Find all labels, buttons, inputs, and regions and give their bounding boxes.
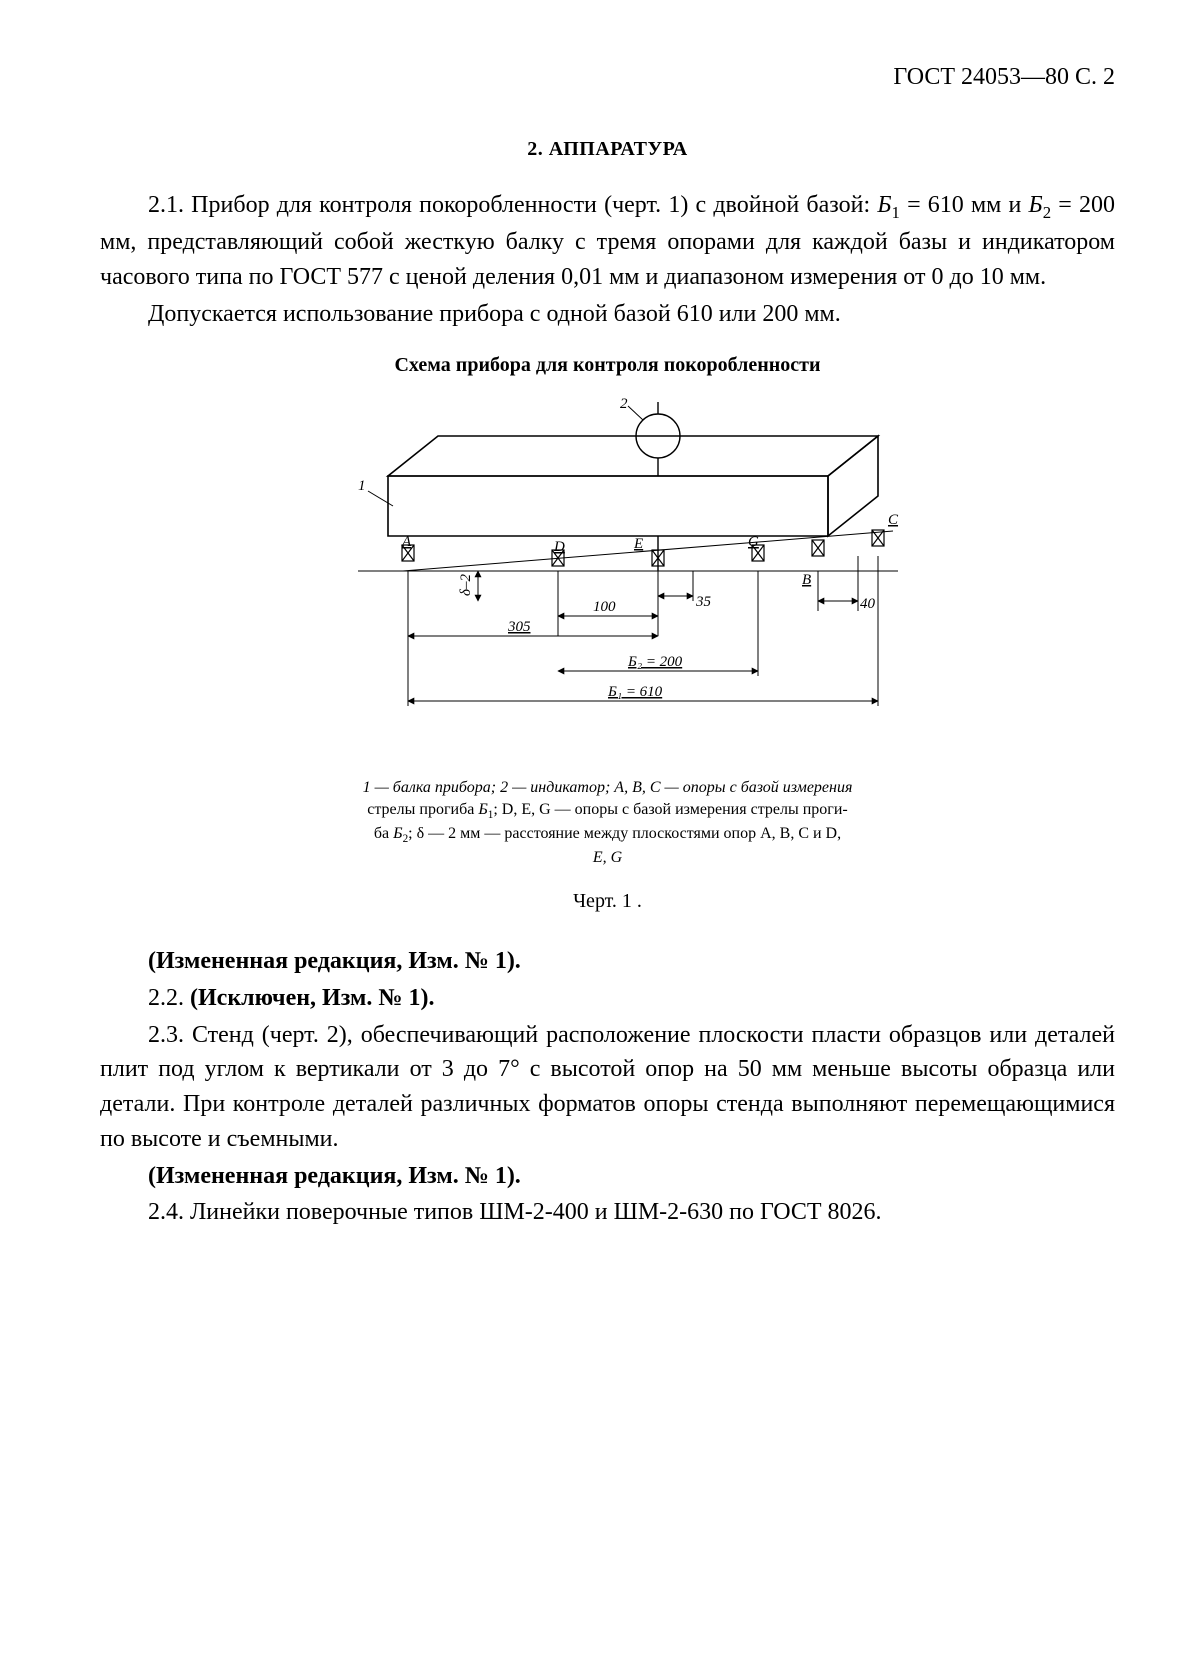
b1-sub: 1 bbox=[892, 203, 900, 222]
dim-305: 305 bbox=[507, 619, 531, 635]
dim-40: 40 bbox=[860, 596, 876, 612]
cap-l1-txt: 1 — балка прибора; 2 — индикатор; A, B, … bbox=[363, 779, 853, 796]
p22-num: 2.2. bbox=[148, 985, 190, 1011]
para-2-4: 2.4. Линейки поверочные типов ШМ-2-400 и… bbox=[100, 1195, 1115, 1230]
figure-title: Схема прибора для контроля покоробленнос… bbox=[100, 351, 1115, 380]
para-2-1-cont: Допускается использование прибора с одно… bbox=[100, 297, 1115, 332]
para-2-3-rev: (Измененная редакция, Изм. № 1). bbox=[100, 1159, 1115, 1194]
cap-l3-a: ба bbox=[374, 825, 393, 842]
para-2-3: 2.3. Стенд (черт. 2), обеспечивающий рас… bbox=[100, 1018, 1115, 1157]
page-header: ГОСТ 24053—80 С. 2 bbox=[100, 60, 1115, 95]
lbl-delta: δ–2 bbox=[458, 574, 474, 596]
figure-1: 2 1 bbox=[100, 396, 1115, 767]
dim-100: 100 bbox=[593, 599, 616, 615]
section-name: АППАРАТУРА bbox=[549, 138, 688, 160]
figure-caption: 1 — балка прибора; 2 — индикатор; A, B, … bbox=[288, 777, 928, 869]
cap-l4: E, G bbox=[288, 847, 928, 869]
section-number: 2. bbox=[527, 138, 543, 160]
dim-35: 35 bbox=[695, 594, 712, 610]
lbl-C: C bbox=[888, 512, 899, 528]
b2-sub: 2 bbox=[1043, 203, 1051, 222]
cap-l3-b2: Б bbox=[393, 825, 402, 842]
cap-l1: 1 — балка прибора; 2 — индикатор; A, B, … bbox=[288, 777, 928, 799]
lbl-E: E bbox=[633, 536, 643, 552]
cap-l2-a: стрелы прогиба bbox=[367, 801, 478, 818]
section-title: 2. АППАРАТУРА bbox=[100, 135, 1115, 164]
dim-b1: Б₁ = 610 bbox=[607, 684, 663, 700]
lbl-B: B bbox=[802, 572, 811, 588]
lbl-1: 1 bbox=[358, 478, 366, 494]
cap-l2-b1: Б bbox=[478, 801, 487, 818]
device-diagram-svg: 2 1 bbox=[298, 396, 918, 756]
cap-l2-b: ; D, E, G — опоры с базой измерения стре… bbox=[493, 801, 847, 818]
para-2-1: 2.1. Прибор для контроля покоробленности… bbox=[100, 188, 1115, 295]
cap-l3: ба Б2; δ — 2 мм — расстояние между плоск… bbox=[288, 823, 928, 847]
p21-text-a: 2.1. Прибор для контроля покоробленности… bbox=[148, 192, 877, 218]
lbl-G: G bbox=[748, 534, 759, 550]
para-2-2: 2.2. (Исключен, Изм. № 1). bbox=[100, 981, 1115, 1016]
lbl-2: 2 bbox=[620, 396, 628, 412]
b1-eq: = 610 мм и bbox=[900, 192, 1029, 218]
cap-l2: стрелы прогиба Б1; D, E, G — опоры с баз… bbox=[288, 799, 928, 823]
lbl-D: D bbox=[553, 539, 565, 555]
cap-l4-txt: E, G bbox=[593, 849, 622, 866]
p22-txt: (Исключен, Изм. № 1). bbox=[190, 985, 434, 1011]
para-2-1-rev: (Измененная редакция, Изм. № 1). bbox=[100, 944, 1115, 979]
figure-number: Черт. 1 . bbox=[100, 887, 1115, 916]
b2-sym: Б bbox=[1029, 192, 1043, 218]
dim-b2: Б₂ = 200 bbox=[627, 654, 683, 670]
b1-sym: Б bbox=[877, 192, 891, 218]
lbl-A: A bbox=[401, 534, 412, 550]
cap-l3-b: ; δ — 2 мм — расстояние между плоскостям… bbox=[408, 825, 841, 842]
